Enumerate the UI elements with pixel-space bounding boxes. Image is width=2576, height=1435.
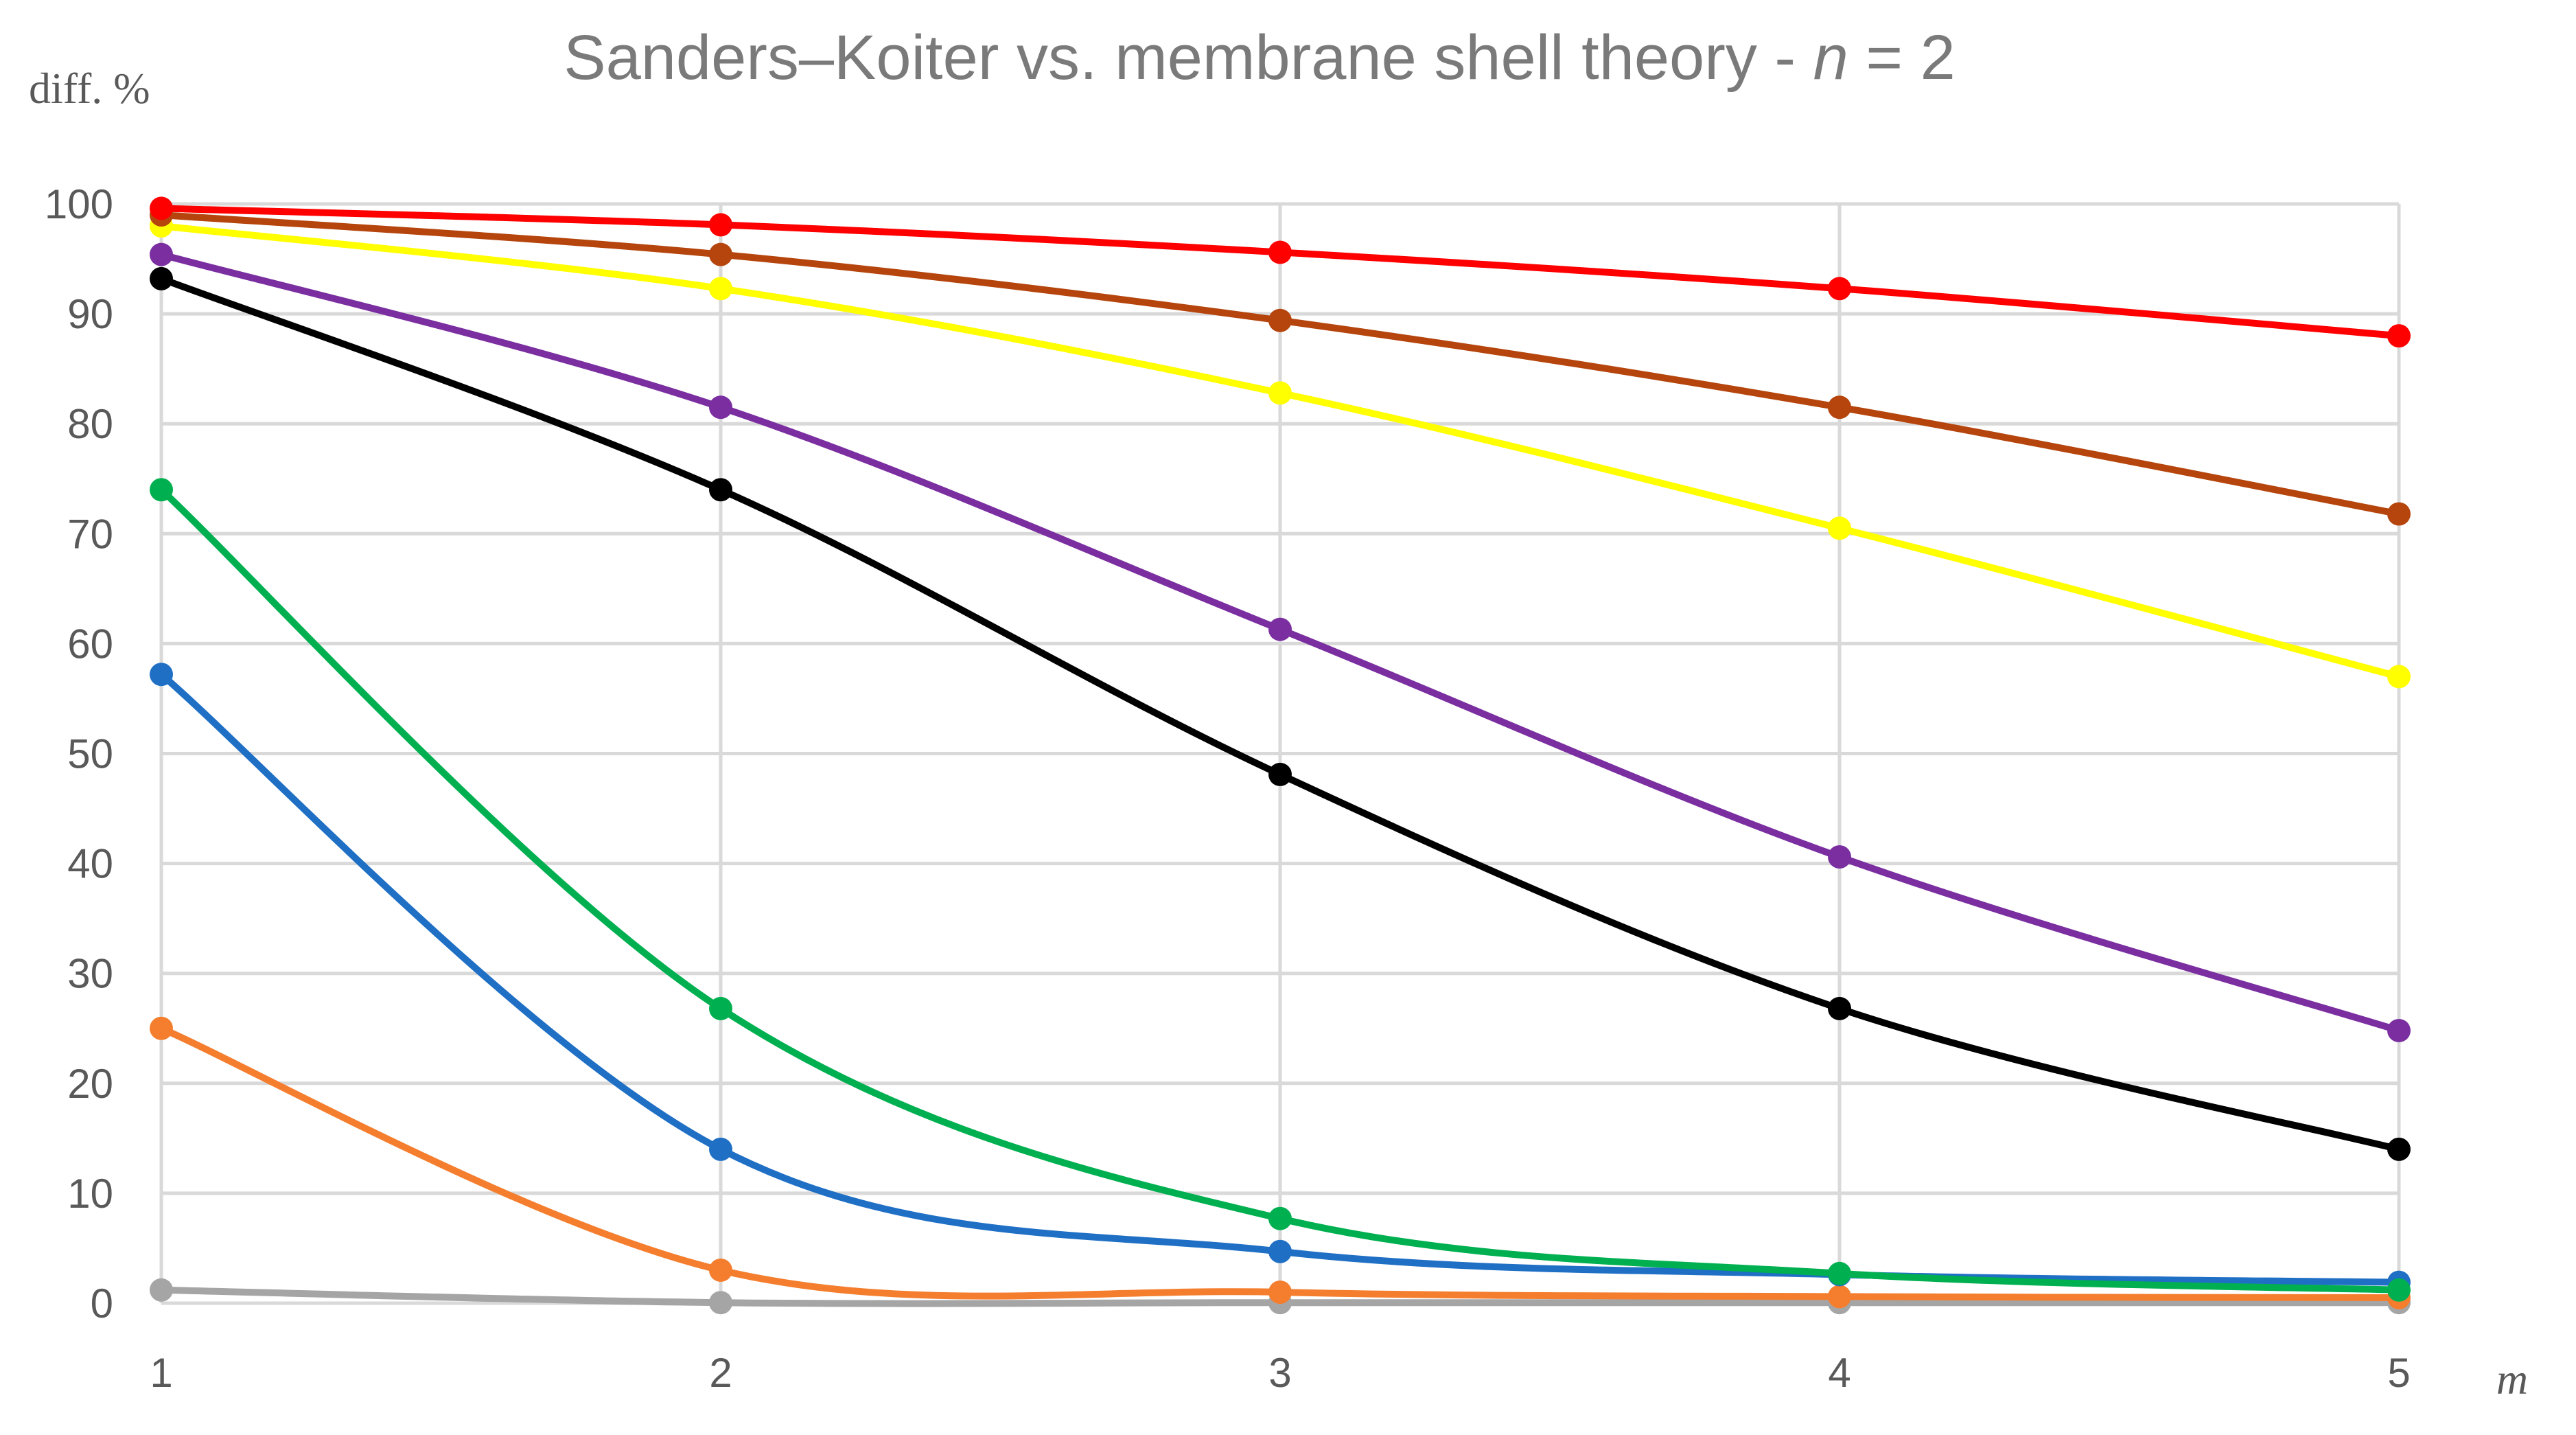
chart-title-prefix: Sanders–Koiter vs. membrane shell theory… xyxy=(564,23,1813,93)
data-point-green-m2 xyxy=(709,996,732,1020)
data-point-green-m1 xyxy=(150,478,173,502)
y-tick-label: 50 xyxy=(67,731,113,777)
data-point-blue-m1 xyxy=(150,663,173,687)
data-point-black-m1 xyxy=(150,266,173,290)
y-tick-label: 40 xyxy=(67,841,113,887)
data-point-red-m3 xyxy=(1268,240,1292,264)
x-tick-label: 2 xyxy=(709,1350,732,1396)
data-point-gray-m1 xyxy=(150,1278,173,1302)
y-axis-label: diff. % xyxy=(29,64,150,113)
data-point-yellow-m3 xyxy=(1268,381,1292,405)
data-point-orange-m2 xyxy=(709,1258,732,1282)
x-tick-label: 4 xyxy=(1828,1350,1850,1396)
data-point-black-m3 xyxy=(1268,762,1292,786)
chart-title: Sanders–Koiter vs. membrane shell theory… xyxy=(564,23,1956,93)
series-purple xyxy=(150,242,2411,1042)
data-point-yellow-m4 xyxy=(1828,516,1851,540)
data-point-orange-m1 xyxy=(150,1016,173,1040)
series-green xyxy=(150,478,2411,1302)
y-tick-label: 80 xyxy=(67,401,113,447)
data-point-green-m4 xyxy=(1828,1261,1851,1285)
data-point-blue-m3 xyxy=(1268,1239,1292,1263)
data-point-purple-m2 xyxy=(709,395,732,420)
chart-title-suffix: = 2 xyxy=(1848,23,1956,93)
data-point-blue-m2 xyxy=(709,1137,732,1161)
y-tick-label: 100 xyxy=(45,181,113,227)
data-point-yellow-m5 xyxy=(2387,665,2411,689)
series-black xyxy=(150,266,2411,1161)
x-tick-label: 1 xyxy=(150,1350,172,1396)
y-tick-labels: 0 10 20 30 40 50 60 70 80 90 100 xyxy=(45,181,113,1327)
y-tick-label: 60 xyxy=(67,621,113,667)
data-point-green-m5 xyxy=(2387,1278,2411,1302)
data-point-green-m3 xyxy=(1268,1206,1292,1230)
y-tick-label: 70 xyxy=(67,511,113,557)
data-point-red-m5 xyxy=(2387,324,2411,348)
series-line-green xyxy=(158,486,2402,1294)
series-red xyxy=(150,196,2411,348)
data-point-purple-m5 xyxy=(2387,1018,2411,1042)
y-tick-label: 10 xyxy=(67,1171,113,1217)
data-point-black-m2 xyxy=(709,478,732,502)
data-point-red-m4 xyxy=(1828,277,1851,301)
data-point-orange-m4 xyxy=(1828,1285,1851,1309)
y-tick-label: 0 xyxy=(91,1281,113,1327)
y-tick-label: 90 xyxy=(67,291,113,337)
series-yellow xyxy=(150,214,2411,689)
data-point-purple-m3 xyxy=(1268,617,1292,641)
data-point-orange-m3 xyxy=(1268,1280,1292,1304)
data-point-black-m4 xyxy=(1828,996,1851,1020)
data-point-red-m2 xyxy=(709,213,732,237)
x-tick-label: 5 xyxy=(2387,1350,2410,1396)
data-point-brown-m2 xyxy=(709,242,732,266)
data-point-purple-m4 xyxy=(1828,845,1851,869)
x-axis-label: m xyxy=(2496,1355,2528,1403)
data-point-brown-m4 xyxy=(1828,395,1851,420)
series-line-blue xyxy=(158,671,2402,1286)
data-point-yellow-m2 xyxy=(709,277,732,301)
data-point-brown-m3 xyxy=(1268,308,1292,332)
y-tick-label: 20 xyxy=(67,1061,113,1107)
x-tick-labels: 1 2 3 4 5 xyxy=(150,1350,2410,1396)
data-point-gray-m2 xyxy=(709,1291,732,1315)
data-point-purple-m1 xyxy=(150,242,173,266)
data-point-black-m5 xyxy=(2387,1137,2411,1161)
chart-title-variable: n xyxy=(1813,23,1848,93)
series-group xyxy=(150,196,2411,1315)
data-point-red-m1 xyxy=(150,196,173,220)
x-tick-label: 3 xyxy=(1268,1350,1291,1396)
data-point-brown-m5 xyxy=(2387,502,2411,526)
y-tick-label: 30 xyxy=(67,951,113,997)
